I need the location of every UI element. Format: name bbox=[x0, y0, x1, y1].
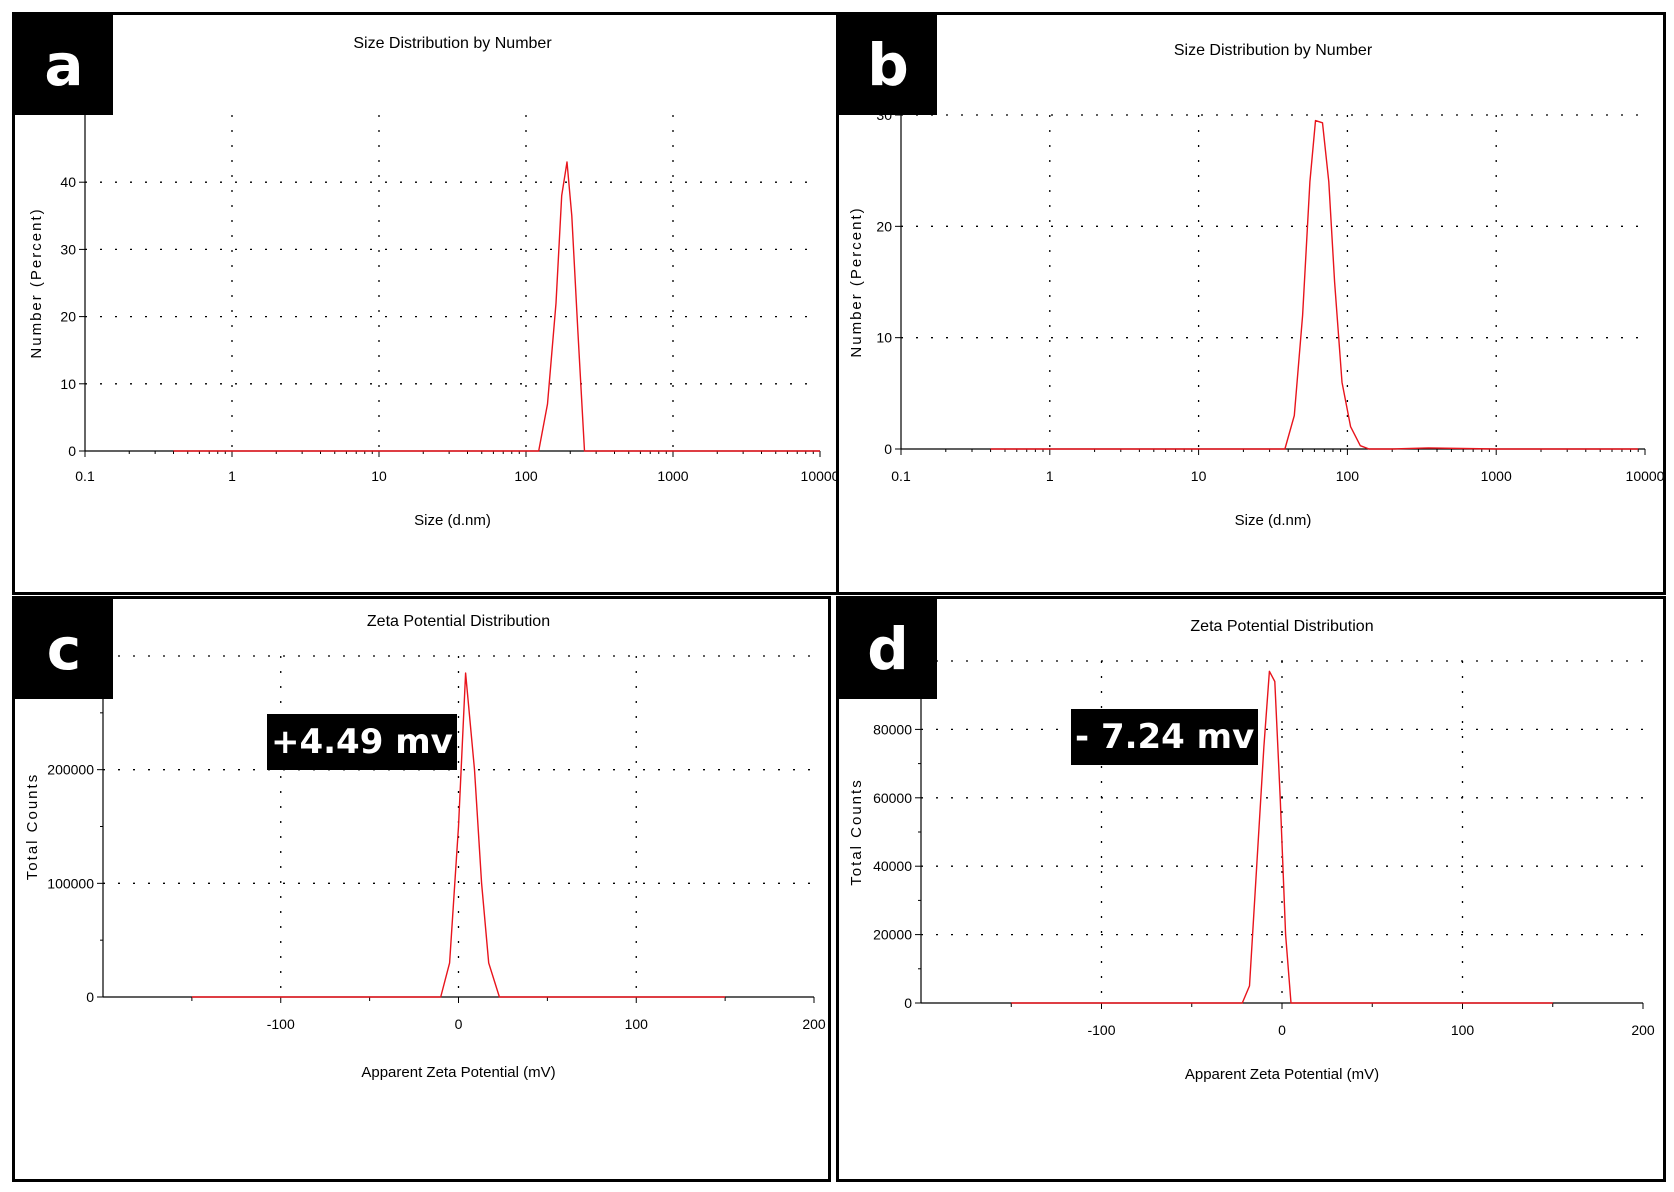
series-line bbox=[173, 161, 820, 452]
x-tick-label: -100 bbox=[1087, 1022, 1115, 1038]
y-tick-label: 10 bbox=[60, 376, 76, 392]
x-axis-label: Apparent Zeta Potential (mV) bbox=[1185, 1066, 1379, 1083]
x-tick-label: 100 bbox=[1336, 468, 1360, 484]
y-tick-label: 10 bbox=[876, 330, 892, 346]
y-tick-label: 20 bbox=[876, 218, 892, 234]
y-tick-label: 100000 bbox=[47, 875, 94, 891]
y-axis-label: Total Counts bbox=[24, 773, 41, 880]
x-tick-label: 0 bbox=[1278, 1022, 1286, 1038]
x-tick-label: 1 bbox=[1046, 468, 1054, 484]
x-tick-label: 0 bbox=[455, 1016, 463, 1032]
chart-title: Size Distribution by Number bbox=[353, 35, 552, 52]
x-axis-label: Apparent Zeta Potential (mV) bbox=[361, 1064, 555, 1081]
x-tick-label: 10000 bbox=[1626, 468, 1663, 484]
panel-label-a: a bbox=[15, 15, 113, 115]
chart-a-svg: 0 10 20 30 40 0.1 1 10 100 1000 10000 Size Distribu… bbox=[28, 35, 836, 529]
y-tick-label: 0 bbox=[86, 989, 94, 1005]
y-axis-label: Number (Percent) bbox=[848, 206, 865, 357]
y-tick-label: 40000 bbox=[873, 858, 912, 874]
x-tick-label: -100 bbox=[267, 1016, 295, 1032]
x-tick-label: 100 bbox=[625, 1016, 649, 1032]
x-tick-label: 200 bbox=[802, 1016, 826, 1032]
series-line bbox=[990, 119, 1639, 450]
x-tick-label: 200 bbox=[1631, 1022, 1655, 1038]
series-line bbox=[191, 672, 726, 998]
zeta-annotation-c: +4.49 mv bbox=[267, 714, 457, 770]
x-tick-label: 100 bbox=[514, 468, 538, 484]
panel-label-b: b bbox=[839, 15, 937, 115]
y-axis-label: Number (Percent) bbox=[28, 207, 45, 358]
y-tick-label: 30 bbox=[60, 241, 76, 257]
panel-b: 0 10 20 30 0.1 1 10 100 1000 10000 Size Distributi… bbox=[836, 12, 1666, 595]
panel-a: 0 10 20 30 40 0.1 1 10 100 1000 10000 Size Distribu… bbox=[12, 12, 839, 595]
y-tick-label: 40 bbox=[60, 174, 76, 190]
y-tick-label: 200000 bbox=[47, 762, 94, 778]
chart-title: Zeta Potential Distribution bbox=[1190, 618, 1373, 635]
x-tick-label: 10 bbox=[371, 468, 387, 484]
y-tick-label: 80000 bbox=[873, 721, 912, 737]
y-tick-label: 0 bbox=[904, 995, 912, 1011]
panel-label-d: d bbox=[839, 599, 937, 699]
series-line bbox=[1011, 670, 1553, 1004]
panel-d: 020000400006000080000100000-1000100200Ze… bbox=[836, 596, 1666, 1182]
x-tick-label: 1 bbox=[228, 468, 236, 484]
x-tick-label: 10 bbox=[1191, 468, 1207, 484]
x-tick-label: 0.1 bbox=[75, 468, 95, 484]
chart-title: Size Distribution by Number bbox=[1174, 42, 1373, 59]
x-tick-label: 1000 bbox=[1481, 468, 1512, 484]
chart-d-svg: 020000400006000080000100000-1000100200Ze… bbox=[848, 618, 1655, 1083]
x-tick-label: 10000 bbox=[801, 468, 836, 484]
y-tick-label: 0 bbox=[884, 441, 892, 457]
panel-label-c: c bbox=[15, 599, 113, 699]
x-axis-label: Size (d.nm) bbox=[1235, 512, 1312, 529]
y-tick-label: 60000 bbox=[873, 790, 912, 806]
y-axis-label: Total Counts bbox=[848, 778, 865, 885]
y-tick-label: 20 bbox=[60, 309, 76, 325]
x-tick-label: 100 bbox=[1451, 1022, 1475, 1038]
x-tick-label: 1000 bbox=[657, 468, 688, 484]
x-axis-label: Size (d.nm) bbox=[414, 512, 491, 529]
chart-title: Zeta Potential Distribution bbox=[367, 613, 550, 630]
zeta-annotation-d: - 7.24 mv bbox=[1071, 709, 1259, 765]
y-tick-label: 0 bbox=[68, 443, 76, 459]
y-tick-label: 20000 bbox=[873, 927, 912, 943]
x-tick-label: 0.1 bbox=[891, 468, 911, 484]
